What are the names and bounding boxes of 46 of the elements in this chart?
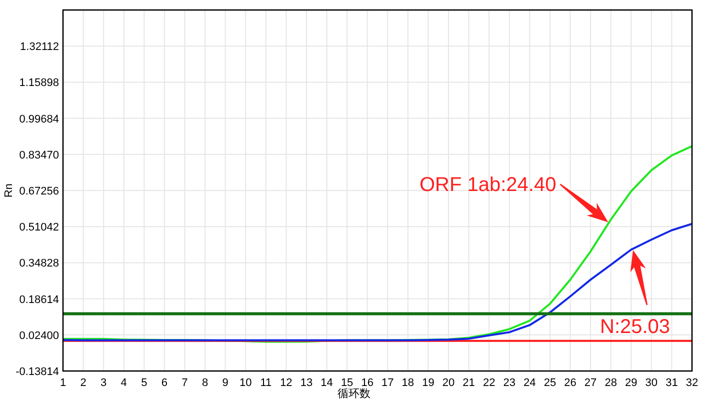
x-tick-label: 18 <box>402 377 414 389</box>
x-tick-label: 28 <box>604 377 617 389</box>
x-tick-label: 10 <box>239 377 252 389</box>
x-tick-label: 12 <box>280 377 292 389</box>
x-axis-title: 循环数 <box>338 388 370 400</box>
x-tick-label: 30 <box>645 377 658 389</box>
x-tick-label: 22 <box>482 377 496 389</box>
x-tick-label: 13 <box>300 377 313 389</box>
x-tick-label: 27 <box>584 377 597 389</box>
x-tick-label: 21 <box>462 377 475 389</box>
x-tick-label: 6 <box>161 377 168 389</box>
annotation: N:25.03 <box>600 316 670 338</box>
x-tick-label: 7 <box>182 377 188 389</box>
y-tick-label: -0.13814 <box>16 366 59 378</box>
y-tick-label: 0.51042 <box>19 222 59 234</box>
y-tick-label: 1.15898 <box>19 77 59 90</box>
x-tick-label: 26 <box>564 377 576 389</box>
x-tick-label: 3 <box>100 377 107 389</box>
x-tick-label: 2 <box>80 377 86 389</box>
x-tick-label: 23 <box>503 377 516 389</box>
x-tick-label: 24 <box>524 377 536 389</box>
x-tick-label: 11 <box>260 377 272 389</box>
y-tick-label: 0.67256 <box>19 186 59 198</box>
x-tick-label: 16 <box>361 377 374 389</box>
x-tick-label: 14 <box>320 377 333 389</box>
x-tick-label: 4 <box>120 377 127 389</box>
x-tick-label: 19 <box>422 377 434 389</box>
x-tick-label: 31 <box>666 377 678 389</box>
x-tick-label: 17 <box>382 377 394 389</box>
x-tick-label: 5 <box>141 377 148 389</box>
x-tick-label: 9 <box>222 377 228 389</box>
y-tick-label: 1.32112 <box>20 41 59 54</box>
x-tick-label: 20 <box>442 377 455 389</box>
x-tick-label: 15 <box>340 377 354 389</box>
annotation: ORF 1ab:24.40 <box>419 174 556 196</box>
y-tick-label: 0.18614 <box>19 294 59 306</box>
x-tick-label: 1 <box>60 377 66 389</box>
x-tick-label: 25 <box>544 377 556 389</box>
y-tick-label: 0.34828 <box>19 258 59 270</box>
x-tick-label: 29 <box>625 377 638 389</box>
y-axis-title: Rn <box>3 183 15 198</box>
x-tick-label: 8 <box>202 377 208 389</box>
y-tick-label: 0.99684 <box>19 113 59 126</box>
x-tick-label: 32 <box>686 377 698 389</box>
y-tick-label: 0.02400 <box>19 330 59 342</box>
y-tick-label: 0.83470 <box>19 149 59 162</box>
